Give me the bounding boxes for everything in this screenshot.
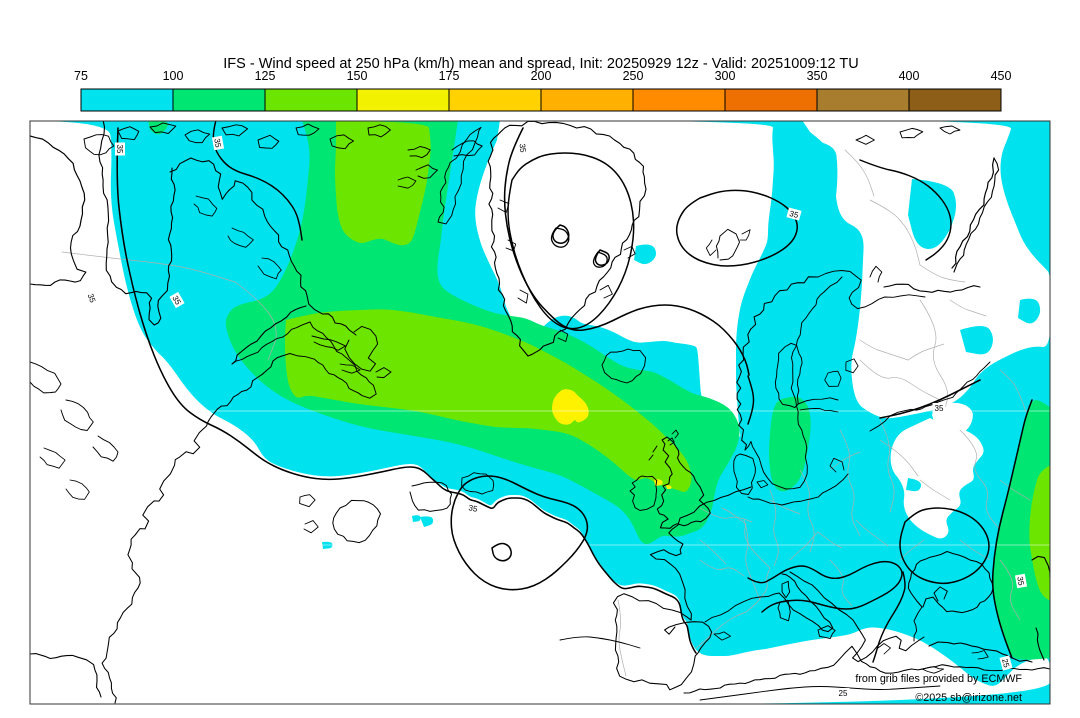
- svg-text:35: 35: [212, 138, 223, 149]
- svg-text:175: 175: [439, 69, 460, 83]
- svg-text:35: 35: [1015, 576, 1026, 587]
- svg-text:35: 35: [468, 503, 479, 514]
- svg-text:©2025 sb@irizone.net: ©2025 sb@irizone.net: [915, 692, 1022, 704]
- svg-text:125: 125: [255, 69, 276, 83]
- svg-text:35: 35: [115, 145, 124, 154]
- svg-text:25: 25: [839, 689, 848, 698]
- svg-text:from grib files provided by EC: from grib files provided by ECMWF: [855, 673, 1022, 685]
- svg-text:35: 35: [935, 404, 944, 413]
- svg-text:250: 250: [623, 69, 644, 83]
- svg-text:350: 350: [807, 69, 828, 83]
- svg-text:75: 75: [74, 69, 88, 83]
- svg-text:400: 400: [899, 69, 920, 83]
- svg-text:450: 450: [991, 69, 1012, 83]
- svg-text:IFS - Wind speed at 250 hPa (k: IFS - Wind speed at 250 hPa (km/h) mean …: [223, 56, 858, 72]
- svg-text:150: 150: [347, 69, 368, 83]
- svg-text:100: 100: [163, 69, 184, 83]
- svg-text:35: 35: [518, 143, 528, 153]
- svg-text:300: 300: [715, 69, 736, 83]
- svg-text:35: 35: [86, 292, 98, 304]
- svg-text:200: 200: [531, 69, 552, 83]
- svg-text:35: 35: [788, 209, 799, 220]
- svg-text:25: 25: [1000, 658, 1011, 669]
